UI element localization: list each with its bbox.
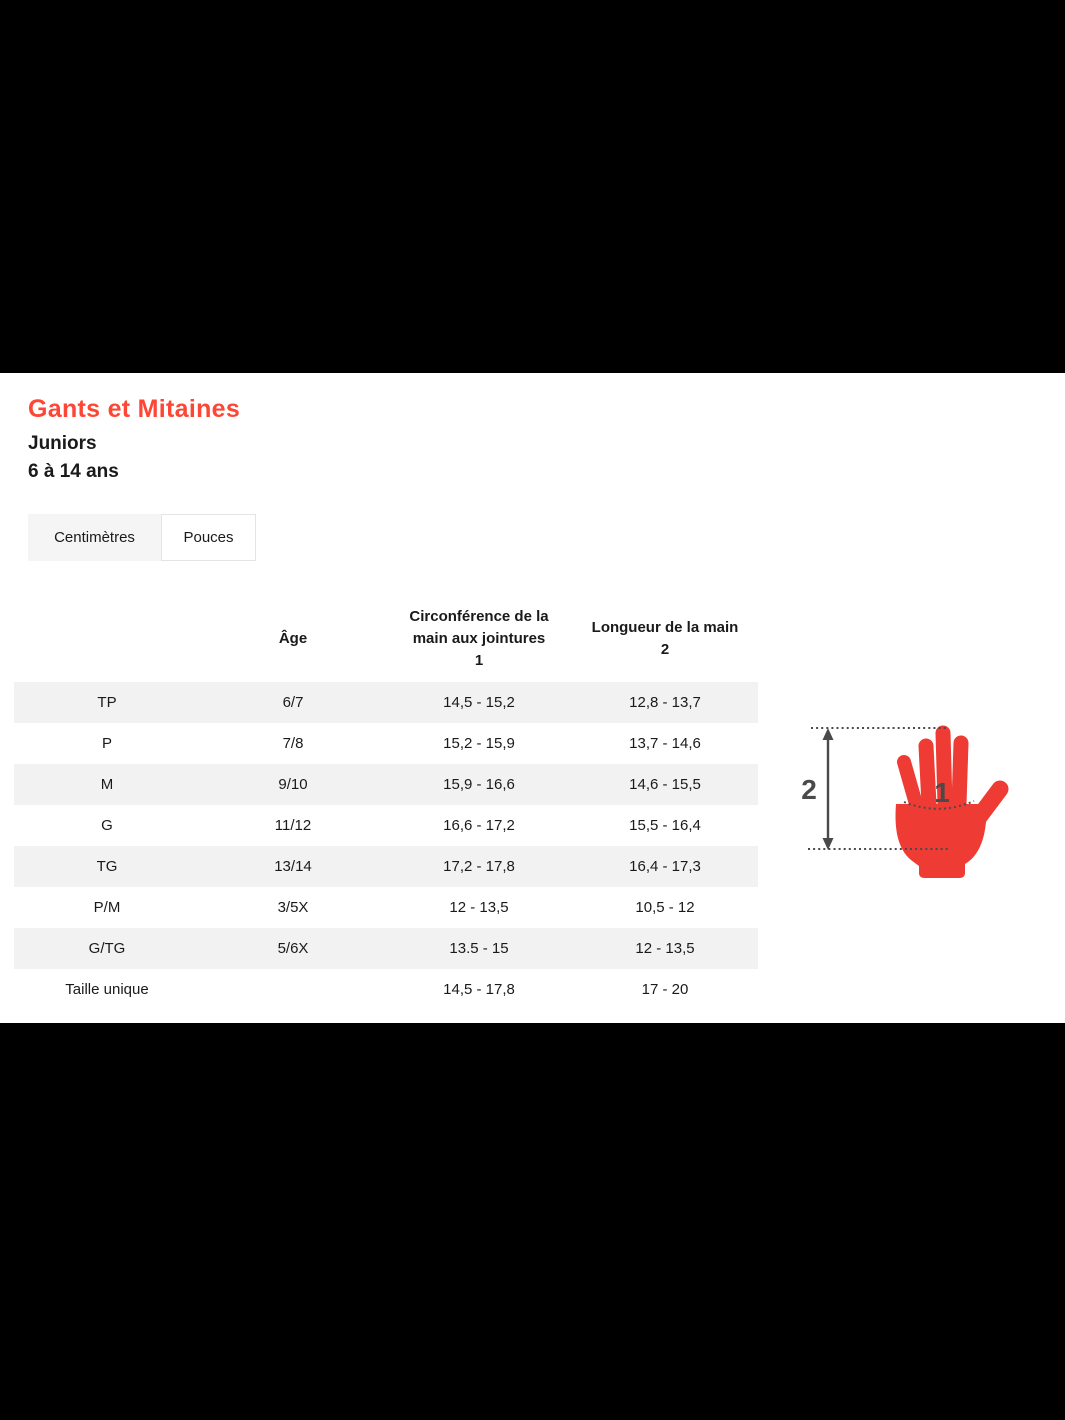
column-header-circumference: Circonférence de la main aux jointures 1 xyxy=(386,606,572,672)
column-header-circumference-ref: 1 xyxy=(474,652,484,669)
cell-age: 6/7 xyxy=(282,694,304,711)
column-header-age-label: Âge xyxy=(278,630,308,647)
cell-length: 14,6 - 15,5 xyxy=(629,776,701,793)
bottom-dark-overlay xyxy=(0,1023,1065,1420)
table-row: G 11/12 16,6 - 17,2 15,5 - 16,4 xyxy=(14,805,758,846)
cell-age: 13/14 xyxy=(274,858,312,875)
cell-size: G xyxy=(101,817,113,834)
column-header-length-label: Longueur de la main xyxy=(591,619,739,636)
thumb xyxy=(970,780,1009,826)
cell-age: 7/8 xyxy=(282,735,304,752)
table-row: TG 13/14 17,2 - 17,8 16,4 - 17,3 xyxy=(14,846,758,887)
cell-length: 12 - 13,5 xyxy=(635,940,695,957)
hand-measurement-diagram: 2 1 xyxy=(801,725,1009,878)
hand-illustration xyxy=(895,725,1009,878)
cell-age: 9/10 xyxy=(278,776,308,793)
top-dark-overlay xyxy=(0,0,1065,373)
cell-circumference: 14,5 - 17,8 xyxy=(443,981,515,998)
column-header-age: Âge xyxy=(200,628,386,650)
table-row: P/M 3/5X 12 - 13,5 10,5 - 12 xyxy=(14,887,758,928)
cell-circumference: 16,6 - 17,2 xyxy=(443,817,515,834)
cell-age: 5/6X xyxy=(277,940,309,957)
index-finger xyxy=(951,735,969,812)
cell-size: TG xyxy=(96,858,118,875)
cell-length: 15,5 - 16,4 xyxy=(629,817,701,834)
page-title: Gants et Mitaines xyxy=(28,395,241,423)
pinky-finger xyxy=(897,755,923,811)
age-range-label: 6 à 14 ans xyxy=(28,461,119,482)
cell-length: 16,4 - 17,3 xyxy=(629,858,701,875)
hand-length-arrow xyxy=(822,728,834,850)
cell-circumference: 15,9 - 16,6 xyxy=(443,776,515,793)
size-guide-panel: Gants et Mitaines Juniors 6 à 14 ans Cen… xyxy=(0,373,1065,1023)
column-header-size xyxy=(14,628,200,650)
cell-size: Taille unique xyxy=(65,981,149,998)
cell-circumference: 17,2 - 17,8 xyxy=(443,858,515,875)
table-row: P 7/8 15,2 - 15,9 13,7 - 14,6 xyxy=(14,723,758,764)
size-table-header: Âge Circonférence de la main aux jointur… xyxy=(14,596,758,682)
table-row: M 9/10 15,9 - 16,6 14,6 - 15,5 xyxy=(14,764,758,805)
hand-length-number: 2 xyxy=(801,774,817,805)
cell-circumference: 13.5 - 15 xyxy=(449,940,509,957)
palm-shape xyxy=(895,804,986,878)
table-row: G/TG 5/6X 13.5 - 15 12 - 13,5 xyxy=(14,928,758,969)
column-header-circumference-label: Circonférence de la main aux jointures xyxy=(409,608,549,647)
cell-size: M xyxy=(100,776,114,793)
cell-size: P xyxy=(101,735,112,752)
cell-length: 12,8 - 13,7 xyxy=(629,694,701,711)
cell-circumference: 12 - 13,5 xyxy=(449,899,509,916)
cell-size: P/M xyxy=(93,899,121,916)
size-table-body: TP 6/7 14,5 - 15,2 12,8 - 13,7 P 7/8 15,… xyxy=(14,682,758,1010)
table-row: Taille unique 14,5 - 17,8 17 - 20 xyxy=(14,969,758,1010)
cell-circumference: 15,2 - 15,9 xyxy=(443,735,515,752)
size-table: Âge Circonférence de la main aux jointur… xyxy=(14,596,758,1010)
cell-size: G/TG xyxy=(88,940,126,957)
knuckle-circumference-line xyxy=(903,800,975,810)
cell-age: 11/12 xyxy=(274,817,312,834)
tab-pouces[interactable]: Pouces xyxy=(161,514,256,561)
category-label: Juniors xyxy=(28,433,97,454)
ring-finger xyxy=(918,738,937,812)
cell-length: 17 - 20 xyxy=(641,981,689,998)
column-header-length-ref: 2 xyxy=(660,641,670,658)
unit-toggle: Centimètres Pouces xyxy=(28,514,256,561)
cell-size: TP xyxy=(97,694,117,711)
table-row: TP 6/7 14,5 - 15,2 12,8 - 13,7 xyxy=(14,682,758,723)
tab-centimetres[interactable]: Centimètres xyxy=(28,514,161,561)
cell-circumference: 14,5 - 15,2 xyxy=(443,694,515,711)
cell-length: 13,7 - 14,6 xyxy=(629,735,701,752)
middle-finger xyxy=(935,725,953,812)
cell-age: 3/5X xyxy=(277,899,309,916)
arrowhead-up-icon xyxy=(822,728,834,740)
cell-length: 10,5 - 12 xyxy=(635,899,695,916)
column-header-length: Longueur de la main 2 xyxy=(572,617,758,661)
knuckle-circumference-number: 1 xyxy=(934,777,950,808)
arrowhead-down-icon xyxy=(822,838,834,850)
